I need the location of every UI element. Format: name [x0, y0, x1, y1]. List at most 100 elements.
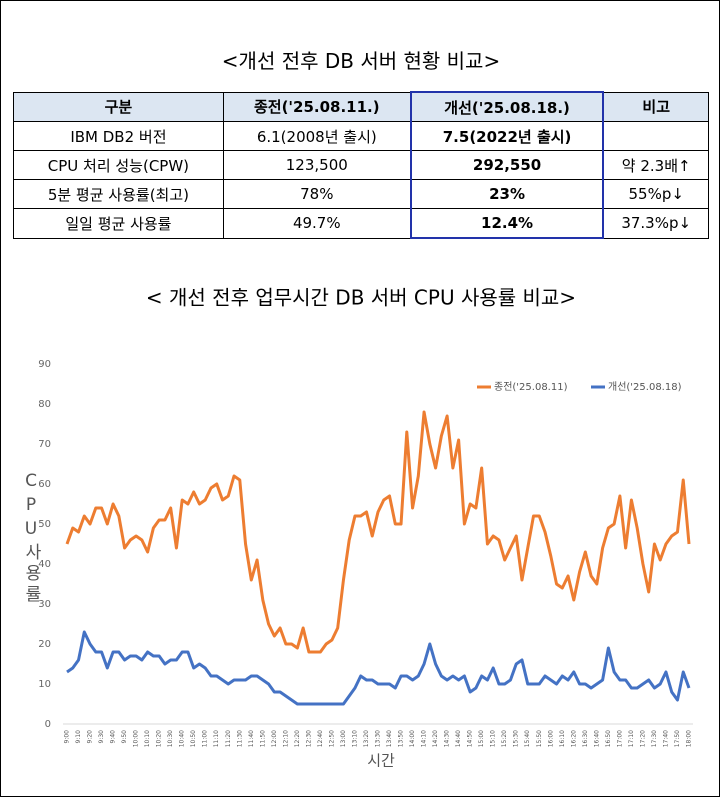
x-tick-label: 10:50	[190, 730, 197, 747]
header-cell: 구분	[13, 91, 224, 122]
y-tick-label: 20	[38, 639, 51, 650]
chart-title: < 개선 전후 업무시간 DB 서버 CPU 사용률 비교>	[146, 286, 576, 310]
x-tick-label: 12:30	[305, 730, 312, 747]
table-row: 일일 평균 사용률 49.7% 12.4% 37.3%p↓	[13, 208, 710, 239]
x-tick-label: 12:20	[294, 730, 301, 747]
x-tick-label: 10:00	[133, 730, 140, 747]
table-row: IBM DB2 버전 6.1(2008년 출시) 7.5(2022년 출시)	[13, 121, 710, 151]
x-tick-label: 16:20	[570, 730, 577, 747]
x-tick-label: 14:50	[467, 730, 474, 747]
x-tick-label: 18:00	[686, 730, 693, 747]
x-tick-label: 15:50	[536, 730, 543, 747]
x-tick-label: 14:00	[409, 730, 416, 747]
x-tick-label: 17:50	[674, 730, 681, 747]
x-tick-label: 11:00	[202, 730, 209, 747]
x-tick-label: 10:10	[144, 730, 151, 747]
x-tick-label: 9:40	[110, 730, 117, 744]
table-cell	[602, 121, 710, 151]
x-tick-label: 13:20	[363, 730, 370, 747]
table-cell: 6.1(2008년 출시)	[222, 121, 412, 151]
y-axis-label: CPU사용률	[21, 471, 41, 606]
chart: < 개선 전후 업무시간 DB 서버 CPU 사용률 비교> 시간 0 10 20 3…	[38, 286, 693, 770]
table-cell: 23%	[409, 179, 605, 209]
table-cell: 37.3%p↓	[602, 208, 710, 239]
x-tick-label: 9:00	[64, 730, 71, 744]
legend-label: 개선('25.08.18)	[608, 381, 682, 393]
x-tick-label: 15:10	[490, 730, 497, 747]
table-cell: IBM DB2 버전	[13, 121, 224, 151]
y-tick-label: 60	[38, 479, 51, 490]
x-tick-label: 14:40	[455, 730, 462, 747]
x-tick-label: 16:00	[547, 730, 554, 747]
comparison-table: 구분 종전('25.08.11.) 개선('25.08.18.) 비고 IBM DB2 …	[13, 91, 710, 239]
y-tick-label: 40	[38, 559, 51, 570]
y-tick-label: 90	[38, 359, 51, 370]
x-tick-label: 13:10	[351, 730, 358, 747]
table-cell: 49.7%	[222, 208, 412, 239]
x-tick-label: 16:30	[582, 730, 589, 747]
y-tick-label: 0	[45, 719, 51, 730]
x-tick-label: 10:20	[156, 730, 163, 747]
x-tick-label: 14:30	[444, 730, 451, 747]
table-row: 5분 평균 사용률(최고) 78% 23% 55%p↓	[13, 179, 710, 209]
x-tick-label: 16:50	[605, 730, 612, 747]
x-tick-label: 17:30	[651, 730, 658, 747]
x-tick-label: 15:40	[524, 730, 531, 747]
x-tick-label: 11:40	[248, 730, 255, 747]
x-tick-label: 10:40	[179, 730, 186, 747]
y-tick-label: 70	[38, 439, 51, 450]
table-title: <개선 전후 DB 서버 현황 비교>	[221, 49, 501, 73]
legend-label: 종전('25.08.11)	[494, 381, 568, 393]
x-tick-label: 9:30	[98, 730, 105, 744]
x-axis-label: 시간	[367, 752, 395, 770]
x-tick-label: 17:40	[662, 730, 669, 747]
x-tick-label: 15:30	[513, 730, 520, 747]
x-tick-label: 9:10	[75, 730, 82, 744]
table-cell: 78%	[222, 179, 412, 209]
x-tick-label: 12:00	[271, 730, 278, 747]
x-tick-label: 12:40	[317, 730, 324, 747]
table-cell: 123,500	[222, 150, 412, 180]
header-cell: 개선('25.08.18.)	[409, 91, 605, 122]
x-tick-label: 13:00	[340, 730, 347, 747]
y-tick-label: 30	[38, 599, 51, 610]
table-cell: 55%p↓	[602, 179, 710, 209]
x-tick-label: 11:50	[259, 730, 266, 747]
header-cell: 비고	[602, 91, 710, 122]
table-cell: 292,550	[409, 150, 605, 180]
x-tick-label: 11:10	[213, 730, 220, 747]
x-tick-label: 10:30	[167, 730, 174, 747]
x-tick-label: 17:10	[628, 730, 635, 747]
x-tick-label: 14:20	[432, 730, 439, 747]
x-tick-label: 16:10	[559, 730, 566, 747]
table-row: CPU 처리 성능(CPW) 123,500 292,550 약 2.3배↑	[13, 150, 710, 180]
table-cell: 일일 평균 사용률	[13, 208, 224, 239]
x-tick-label: 11:30	[236, 730, 243, 747]
x-tick-label: 9:20	[87, 730, 94, 744]
x-tick-label: 9:50	[121, 730, 128, 744]
x-tick-label: 11:20	[225, 730, 232, 747]
x-tick-label: 17:00	[616, 730, 623, 747]
header-cell: 종전('25.08.11.)	[222, 91, 412, 122]
x-tick-label: 17:20	[639, 730, 646, 747]
y-tick-label: 10	[38, 679, 51, 690]
table-cell: CPU 처리 성능(CPW)	[13, 150, 224, 180]
table-cell: 12.4%	[409, 208, 605, 239]
line-series	[65, 410, 691, 654]
line-series	[66, 630, 691, 706]
x-tick-label: 13:30	[375, 730, 382, 747]
table-cell: 5분 평균 사용률(최고)	[13, 179, 224, 209]
x-tick-label: 14:10	[421, 730, 428, 747]
x-tick-label: 12:10	[282, 730, 289, 747]
table-cell: 7.5(2022년 출시)	[409, 121, 605, 151]
table-cell: 약 2.3배↑	[602, 150, 710, 180]
y-tick-label: 50	[38, 519, 51, 530]
x-tick-label: 15:00	[478, 730, 485, 747]
x-tick-label: 16:40	[593, 730, 600, 747]
y-tick-label: 80	[38, 399, 51, 410]
x-tick-label: 13:50	[398, 730, 405, 747]
x-tick-label: 13:40	[386, 730, 393, 747]
x-tick-label: 12:50	[328, 730, 335, 747]
x-tick-label: 15:20	[501, 730, 508, 747]
